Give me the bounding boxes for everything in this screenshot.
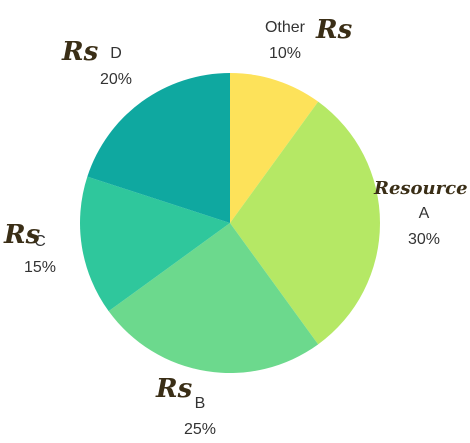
label-a-name: A xyxy=(419,205,430,222)
pie-slice-c xyxy=(79,176,231,312)
label-other-name: Other xyxy=(265,19,306,36)
pie-slice-other xyxy=(230,73,319,223)
pie-slice-b xyxy=(108,223,319,373)
label-c-value: 15% xyxy=(24,259,56,276)
label-c-name: C xyxy=(34,233,46,250)
pie-slices xyxy=(79,73,380,373)
label-d-value: 20% xyxy=(100,71,132,88)
label-a-value: 30% xyxy=(408,231,440,248)
label-b-name: B xyxy=(195,395,206,412)
annotation-resource-a: Resource xyxy=(373,178,468,199)
label-d-name: D xyxy=(110,45,122,62)
annotation-rs-other: Rs xyxy=(315,15,353,45)
annotation-rs-b: Rs xyxy=(155,374,193,404)
handwritten-annotations: Rs Resource Rs Rs Rs xyxy=(3,15,468,404)
annotation-rs-c: Rs xyxy=(3,220,41,250)
pie-slice-a xyxy=(230,101,380,345)
pie-slice-d xyxy=(87,73,230,223)
annotation-rs-d: Rs xyxy=(61,37,99,67)
slice-labels: Other 10% A 30% B 25% C 15% D 20% xyxy=(24,19,440,438)
label-b-value: 25% xyxy=(184,421,216,438)
label-other-value: 10% xyxy=(269,45,301,62)
